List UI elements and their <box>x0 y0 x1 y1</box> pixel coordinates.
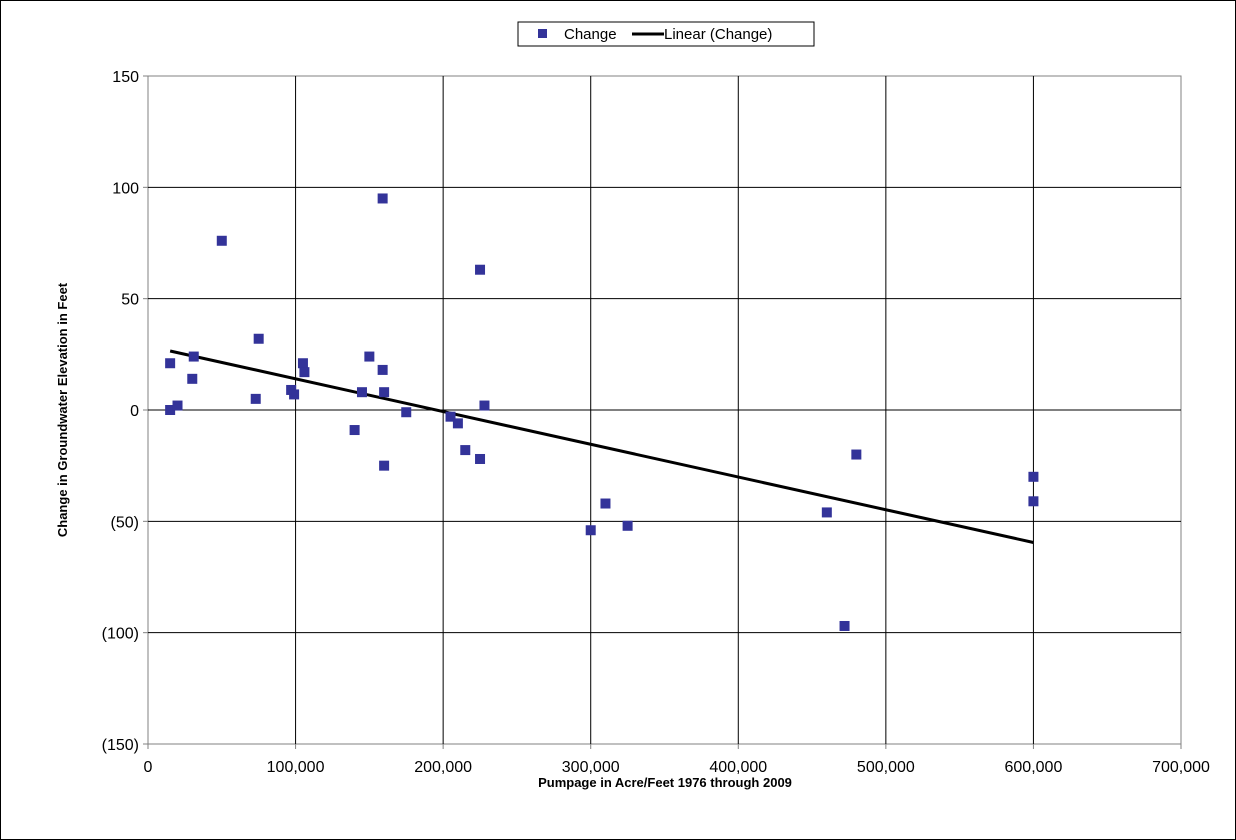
x-axis-title: Pumpage in Acre/Feet 1976 through 2009 <box>538 775 792 790</box>
data-point <box>216 235 227 246</box>
y-tick-label: 100 <box>112 180 139 197</box>
y-tick-label: (50) <box>111 514 139 531</box>
data-point <box>377 193 388 204</box>
data-point <box>839 620 850 631</box>
legend-label-change: Change <box>564 26 617 43</box>
y-axis-tick-labels: 150 100 50 0 (50) (100) (150) <box>102 69 148 754</box>
y-tick-label: 150 <box>112 69 139 86</box>
legend-box <box>517 21 815 47</box>
data-point <box>1028 496 1039 507</box>
data-point <box>622 520 633 531</box>
data-point <box>165 405 176 415</box>
x-tick-label: 500,000 <box>857 759 915 776</box>
data-point <box>250 393 261 404</box>
x-axis-tick-labels: 0 100,000 200,000 300,000 400,000 500,000 600,… <box>144 744 1210 776</box>
trendline <box>169 349 1034 544</box>
data-point <box>188 351 199 362</box>
data-point <box>452 418 463 429</box>
plot-area <box>147 75 1182 745</box>
data-point <box>165 358 176 369</box>
data-point <box>479 400 490 411</box>
data-point <box>460 445 471 456</box>
y-tick-label: (100) <box>102 626 139 643</box>
legend-marker-change <box>538 29 547 38</box>
x-tick-label: 300,000 <box>562 759 620 776</box>
data-point <box>187 373 198 384</box>
data-point <box>377 364 388 375</box>
data-point <box>364 351 375 362</box>
gridlines <box>148 76 1181 744</box>
x-tick-label: 600,000 <box>1005 759 1063 776</box>
x-tick-label: 200,000 <box>414 759 472 776</box>
data-point <box>851 449 862 460</box>
legend-label-linear: Linear (Change) <box>664 26 772 43</box>
data-point <box>379 460 390 471</box>
data-point <box>379 387 390 398</box>
y-tick-label: (150) <box>102 737 139 754</box>
data-point <box>356 387 367 398</box>
x-tick-label: 100,000 <box>267 759 325 776</box>
x-tick-label: 700,000 <box>1152 759 1210 776</box>
y-axis-title: Change in Groundwater Elevation in Feet <box>55 282 70 537</box>
data-point <box>475 453 486 464</box>
data-point <box>475 264 486 275</box>
data-point <box>585 525 596 536</box>
data-point <box>289 389 300 400</box>
data-point <box>445 411 456 422</box>
data-point <box>600 498 611 509</box>
data-point <box>172 400 183 411</box>
y-tick-label: 50 <box>121 292 139 309</box>
data-point <box>299 367 310 378</box>
data-point <box>401 407 412 418</box>
data-point <box>349 425 360 436</box>
data-points <box>165 193 1039 631</box>
x-tick-label: 0 <box>144 759 153 776</box>
data-point <box>821 507 832 518</box>
data-point <box>253 333 264 344</box>
legend: Change Linear (Change) <box>517 21 815 47</box>
data-point <box>1028 471 1039 482</box>
data-point <box>297 358 308 369</box>
y-tick-label: 0 <box>130 403 139 420</box>
x-tick-label: 400,000 <box>709 759 767 776</box>
trendline-group <box>169 349 1034 544</box>
